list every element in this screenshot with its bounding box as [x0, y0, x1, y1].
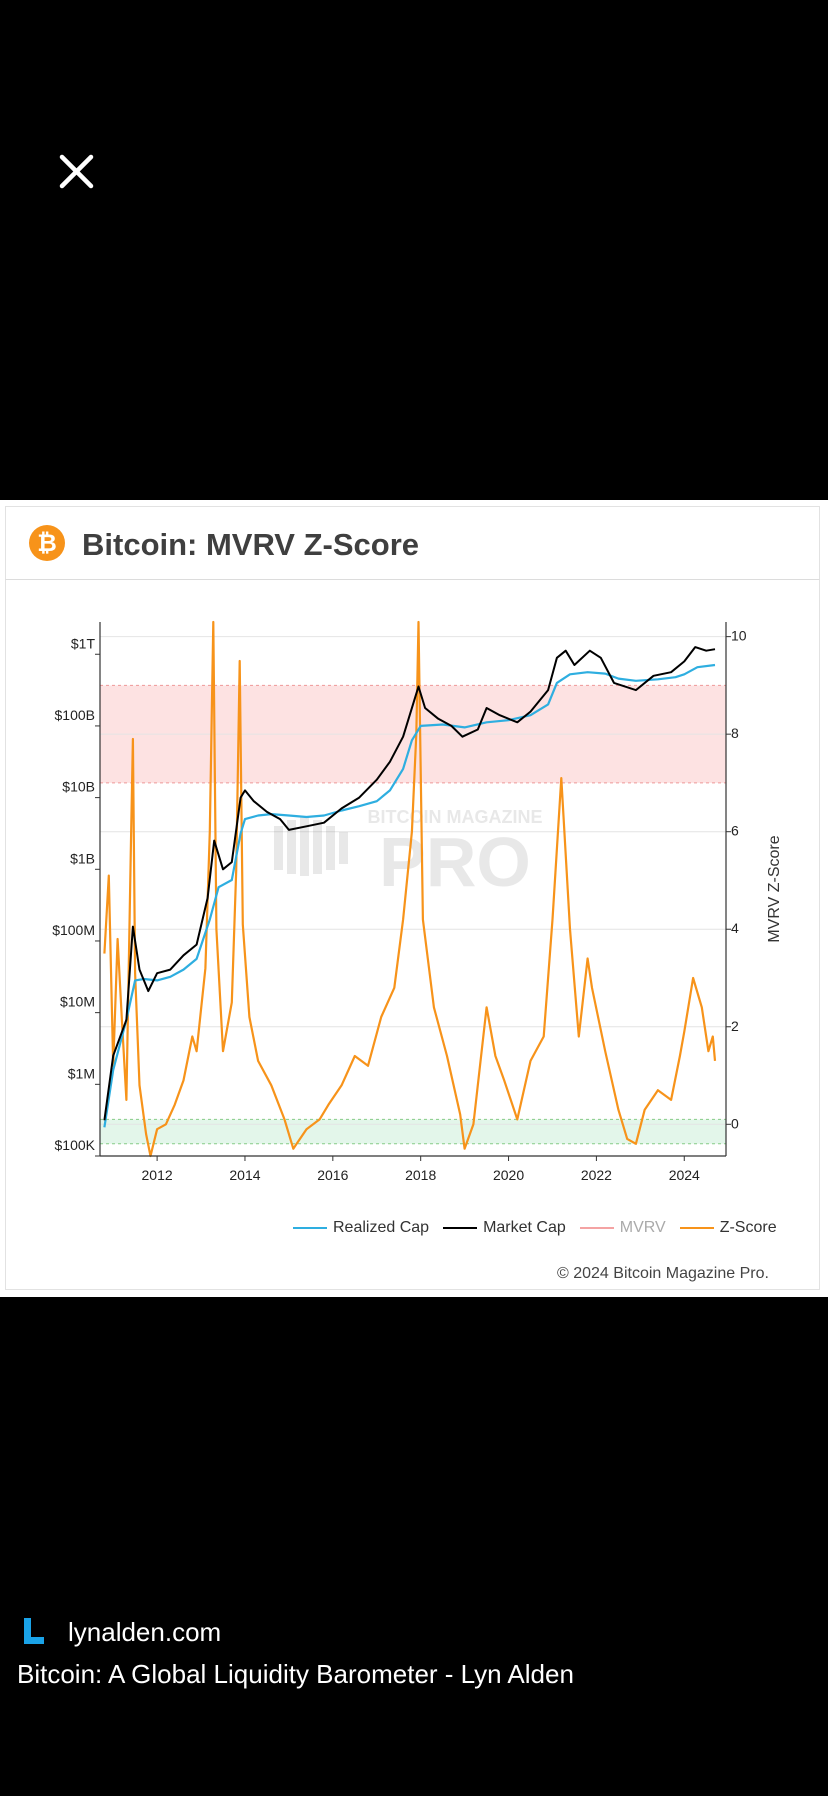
- right-axis-title: MVRV Z-Score: [766, 835, 783, 942]
- close-button[interactable]: [52, 150, 100, 194]
- left-tick-label: $10M: [60, 994, 95, 1010]
- left-tick-label: $1T: [71, 635, 96, 651]
- right-axis-ticks: 0 2 4 6 8 10: [726, 628, 747, 1131]
- right-tick-label: 8: [731, 725, 739, 741]
- right-tick-label: 0: [731, 1115, 739, 1131]
- series-line-market-cap: [103, 646, 716, 1121]
- legend-swatch: [579, 1227, 614, 1229]
- left-tick-label: $1M: [68, 1065, 95, 1081]
- left-tick-label: $10B: [62, 779, 95, 795]
- legend-label: MVRV: [619, 1219, 666, 1236]
- legend-item-realized-cap[interactable]: Realized Cap: [293, 1219, 429, 1237]
- right-tick-label: 10: [731, 628, 747, 644]
- footer-headline[interactable]: Bitcoin: A Global Liquidity Barometer - …: [17, 1659, 574, 1689]
- series-line-z-score: [103, 620, 717, 1158]
- legend-label: Market Cap: [483, 1219, 566, 1236]
- close-icon: [59, 154, 94, 189]
- series-line-realized-cap: [103, 663, 716, 1128]
- legend-label: Z-Score: [719, 1219, 777, 1236]
- legend-item-market-cap[interactable]: Market Cap: [443, 1219, 566, 1237]
- left-tick-label: $100M: [52, 922, 95, 938]
- bitcoin-logo-icon: ₿: [29, 525, 65, 561]
- x-axis-ticks: 2012 2014 2016 2018 2020 2022 2024: [142, 1156, 700, 1183]
- x-tick-label: 2012: [142, 1167, 173, 1183]
- mvrv-chart: BITCOIN MAGAZINE PRO $100K$1M$10M$100M$1…: [52, 620, 783, 1183]
- left-tick-label: $1B: [70, 850, 95, 866]
- low-zone-band: [100, 1119, 726, 1144]
- footer-site-link[interactable]: lynalden.com: [68, 1617, 222, 1647]
- right-tick-label: 2: [731, 1018, 739, 1034]
- legend-label: Realized Cap: [333, 1219, 430, 1236]
- legend-swatch: [443, 1227, 478, 1229]
- legend-item-mvrv[interactable]: MVRV: [579, 1219, 666, 1237]
- x-tick-label: 2020: [493, 1167, 524, 1183]
- watermark: BITCOIN MAGAZINE PRO: [274, 807, 543, 901]
- chart-legend: Realized Cap Market Cap MVRV Z-Score: [293, 1217, 791, 1239]
- chart-credit: © 2024 Bitcoin Magazine Pro.: [557, 1265, 769, 1282]
- x-tick-label: 2022: [581, 1167, 612, 1183]
- legend-swatch: [293, 1227, 327, 1229]
- x-tick-label: 2014: [229, 1167, 260, 1183]
- lynalden-logo-icon: [24, 1618, 44, 1644]
- watermark-bottom-text: PRO: [379, 823, 531, 901]
- gridlines: [100, 636, 726, 1125]
- series-layer: [103, 620, 717, 1158]
- x-tick-label: 2018: [405, 1167, 436, 1183]
- left-tick-label: $100K: [55, 1137, 96, 1153]
- card-header: [5, 506, 820, 580]
- right-tick-label: 6: [731, 823, 739, 839]
- legend-item-zscore[interactable]: Z-Score: [679, 1219, 777, 1237]
- chart-title: Bitcoin: MVRV Z-Score: [82, 527, 420, 562]
- x-tick-label: 2016: [317, 1167, 348, 1183]
- chart-card: ₿ Bitcoin: MVRV Z-Score BITCOIN MAGAZINE…: [0, 500, 828, 1297]
- left-axis-ticks: $100K $1M $10M $100M $1B $10B $100B $1T: [52, 635, 100, 1157]
- x-tick-label: 2024: [669, 1167, 700, 1183]
- svg-text:₿: ₿: [37, 530, 57, 557]
- legend-swatch: [679, 1227, 714, 1229]
- left-tick-label: $100B: [55, 707, 95, 723]
- right-tick-label: 4: [731, 920, 739, 936]
- card-body: [5, 580, 820, 1290]
